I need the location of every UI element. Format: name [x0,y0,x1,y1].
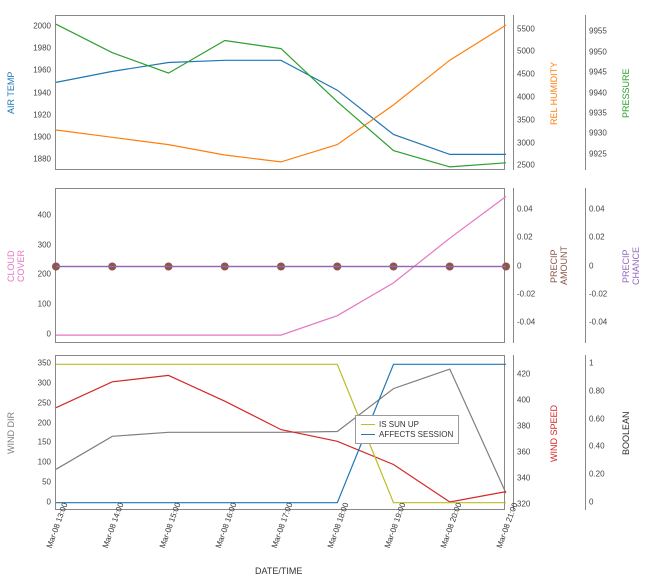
ytick: 250 [21,398,51,407]
ytick-r: 360 [517,447,547,456]
ytick-r: 0 [589,497,619,506]
ytick-r: 3000 [517,138,547,147]
panel-0 [55,15,505,170]
ytick: 200 [21,270,51,279]
ylabel-left: WIND DIR [6,403,16,463]
ylabel-right-1: PRESSURE [621,58,631,128]
ytick: 2000 [21,22,51,31]
ytick-r: 1 [589,359,619,368]
ytick-r: 380 [517,422,547,431]
ytick-r: -0.04 [517,317,547,326]
right-axis-spine [585,188,586,343]
legend-label: IS SUN UP [379,420,419,429]
ytick-r: 4000 [517,93,547,102]
ytick: 300 [21,378,51,387]
ytick: 1900 [21,132,51,141]
ytick-r: 0 [589,261,619,270]
ytick: 350 [21,358,51,367]
xtick-label: Mar-08 13:00 [45,501,70,549]
ytick: 300 [21,240,51,249]
ylabel-right-1: PRECIP CHANCE [621,231,641,301]
ytick-r: 2500 [517,161,547,170]
ytick: 0 [21,498,51,507]
right-axis-spine [513,355,514,510]
ytick-r: 3500 [517,115,547,124]
ytick-r: 0.60 [589,414,619,423]
series-rel-humidity [56,25,506,162]
ylabel-right-0: PRECIP AMOUNT [549,231,569,301]
ytick-r: 0.20 [589,470,619,479]
ytick: 50 [21,478,51,487]
ytick: 200 [21,418,51,427]
ytick-r: 5000 [517,47,547,56]
ytick-r: 340 [517,473,547,482]
ytick: 0 [21,330,51,339]
ytick: 1960 [21,66,51,75]
ylabel-left: AIR TEMP [6,63,16,123]
ytick-r: 9950 [589,47,619,56]
ytick-r: -0.02 [517,289,547,298]
ytick: 100 [21,300,51,309]
right-axis-spine [513,188,514,343]
legend-label: AFFECTS SESSION [379,430,453,439]
ytick-r: 5500 [517,24,547,33]
right-axis-spine [585,355,586,510]
ylabel-right-0: REL HUMIDITY [549,58,559,128]
ytick-r: 9955 [589,27,619,36]
ytick-r: 9925 [589,149,619,158]
ytick: 150 [21,438,51,447]
ytick-r: -0.02 [589,289,619,298]
legend-swatch [361,434,375,435]
ytick-r: 9935 [589,108,619,117]
ytick-r: 0 [517,261,547,270]
ytick-r: 400 [517,396,547,405]
ylabel-right-0: WIND SPEED [549,398,559,468]
series-pressure [56,24,506,167]
ytick-r: 420 [517,370,547,379]
ytick-r: 0.02 [517,233,547,242]
ytick: 1980 [21,44,51,53]
right-axis-spine [513,15,514,170]
ytick-r: 0.04 [589,205,619,214]
ytick-r: -0.04 [589,317,619,326]
ytick-r: 9945 [589,68,619,77]
ylabel-right-1: BOOLEAN [621,398,631,468]
ytick-r: 9930 [589,129,619,138]
ytick: 1940 [21,88,51,97]
series-air-temp [56,60,506,154]
legend: IS SUN UPAFFECTS SESSION [355,415,459,444]
legend-swatch [361,424,375,425]
ytick: 100 [21,458,51,467]
ytick-r: 0.02 [589,233,619,242]
ytick-r: 0.04 [517,205,547,214]
ytick: 1920 [21,110,51,119]
ytick-r: 9940 [589,88,619,97]
xlabel: DATE/TIME [255,566,302,576]
ytick: 1880 [21,154,51,163]
ytick-r: 4500 [517,70,547,79]
ytick-r: 320 [517,499,547,508]
ytick: 400 [21,210,51,219]
ytick-r: 0.40 [589,442,619,451]
right-axis-spine [585,15,586,170]
panel-1 [55,188,505,343]
ytick-r: 0.80 [589,386,619,395]
